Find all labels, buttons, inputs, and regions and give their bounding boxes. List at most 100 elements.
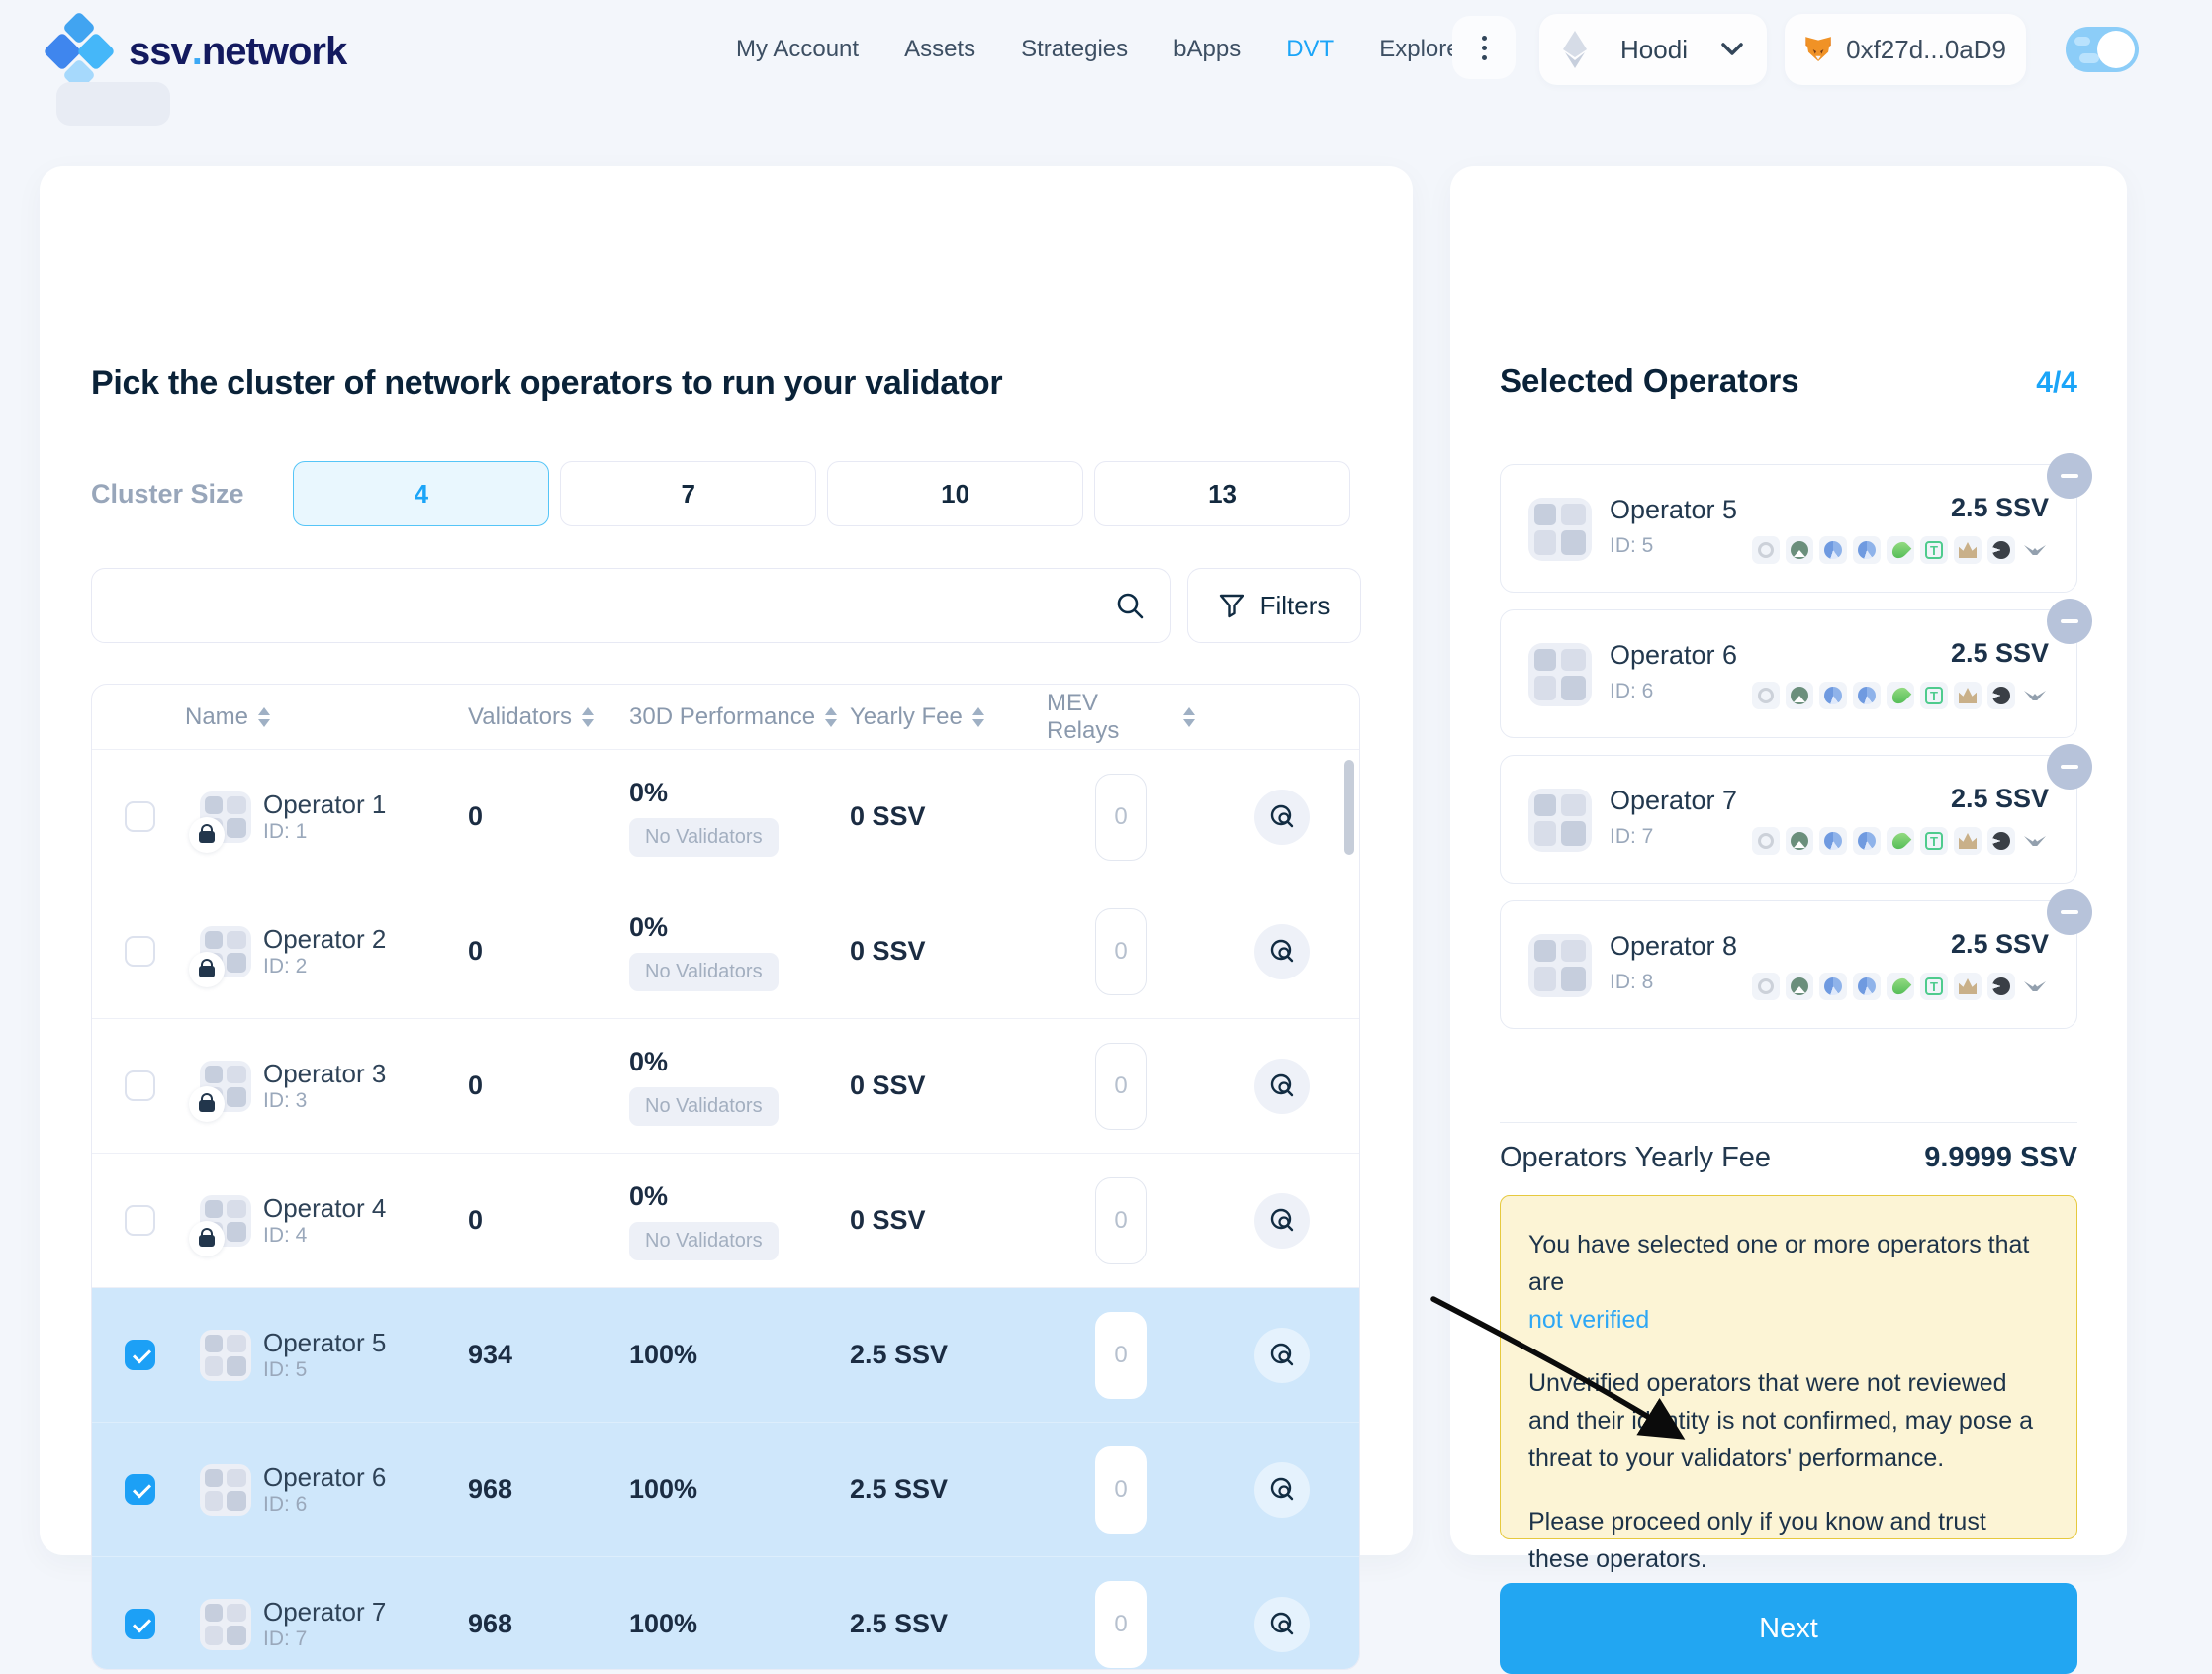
validators-count: 968 [468, 1474, 513, 1504]
row-checkbox[interactable] [125, 1205, 155, 1236]
lock-icon [189, 1221, 225, 1256]
performance-value: 100% [629, 1609, 698, 1638]
cluster-size-option-13[interactable]: 13 [1094, 461, 1350, 526]
search-icon[interactable] [1115, 591, 1145, 620]
mev-relay-icons: T [1752, 536, 2049, 564]
operator-id: ID: 3 [263, 1089, 308, 1112]
nav-item-bapps[interactable]: bApps [1173, 36, 1242, 62]
minus-icon [2061, 910, 2078, 914]
relay-wings-icon [2021, 827, 2049, 855]
row-checkbox[interactable] [125, 936, 155, 967]
cluster-size-option-4[interactable]: 4 [293, 461, 550, 526]
explorer-link-button[interactable] [1254, 1192, 1310, 1249]
explorer-link-button[interactable] [1254, 789, 1310, 845]
app: { "colors":{ "accent":"#1ba5f8", "navy":… [0, 0, 2212, 1593]
sort-icon[interactable] [258, 706, 271, 727]
table-scrollbar[interactable] [1344, 760, 1354, 855]
explorer-magnifier-icon [1270, 1208, 1294, 1231]
sort-icon[interactable] [1183, 706, 1195, 727]
search-field[interactable] [91, 568, 1171, 643]
explorer-link-button[interactable] [1254, 1461, 1310, 1518]
brand-logo[interactable]: ssv. network [43, 11, 347, 92]
operator-id: ID: 4 [263, 1224, 308, 1247]
explorer-magnifier-icon [1270, 939, 1294, 962]
minus-icon [2061, 619, 2078, 623]
table-row-operator-1[interactable]: Operator 1 ID: 1 0 0% No Validators 0 SSV … [92, 750, 1359, 884]
explorer-magnifier-icon [1270, 1073, 1294, 1096]
cluster-size-option-10[interactable]: 10 [827, 461, 1084, 526]
column-header-mev-relays[interactable]: MEV Relays [1047, 690, 1195, 745]
table-row-operator-7[interactable]: Operator 7 ID: 7 968 100% 2.5 SSV 0 [92, 1557, 1359, 1669]
table-row-operator-4[interactable]: Operator 4 ID: 4 0 0% No Validators 0 SSV … [92, 1154, 1359, 1288]
explorer-link-button[interactable] [1254, 923, 1310, 979]
no-validators-badge: No Validators [629, 817, 779, 857]
nav-item-strategies[interactable]: Strategies [1021, 36, 1129, 62]
search-row: Filters [91, 568, 1361, 643]
sort-icon[interactable] [581, 706, 594, 727]
nav-item-assets[interactable]: Assets [904, 36, 976, 62]
relay-blue-swirl-icon [1819, 536, 1847, 564]
sort-icon[interactable] [825, 706, 838, 727]
selected-operators-panel: Selected Operators 4/4 Operator 5 ID: 5 … [1450, 166, 2127, 1674]
relay-green-leaf-icon [1887, 682, 1914, 709]
remove-operator-button[interactable] [2047, 889, 2092, 935]
remove-operator-button[interactable] [2047, 599, 2092, 644]
remove-operator-button[interactable] [2047, 453, 2092, 499]
nav-item-my-account[interactable]: My Account [736, 36, 860, 62]
lock-icon [189, 817, 225, 853]
operator-name: Operator 6 [1610, 640, 1738, 670]
operator-id: ID: 6 [263, 1493, 308, 1516]
row-checkbox-checked[interactable] [125, 1609, 155, 1639]
row-checkbox[interactable] [125, 801, 155, 832]
column-header-performance[interactable]: 30D Performance [629, 703, 850, 731]
no-validators-badge: No Validators [629, 1221, 779, 1260]
column-header-validators[interactable]: Validators [468, 703, 629, 731]
table-row-operator-6[interactable]: Operator 6 ID: 6 968 100% 2.5 SSV 0 [92, 1423, 1359, 1557]
more-menu-button[interactable] [1452, 16, 1516, 79]
lock-icon [189, 1086, 225, 1122]
lock-icon [189, 952, 225, 987]
operator-avatar [200, 1329, 251, 1381]
row-checkbox-checked[interactable] [125, 1340, 155, 1370]
table-row-operator-2[interactable]: Operator 2 ID: 2 0 0% No Validators 0 SSV … [92, 884, 1359, 1019]
filters-button[interactable]: Filters [1187, 568, 1361, 643]
wallet-button[interactable]: 0xf27d...0aD9 [1785, 14, 2026, 85]
operator-name: Operator 1 [263, 790, 387, 819]
yearly-fee-label: Operators Yearly Fee [1500, 1142, 1772, 1173]
explorer-link-button[interactable] [1254, 1596, 1310, 1652]
operator-id: ID: 7 [1610, 825, 1654, 848]
row-checkbox[interactable] [125, 1070, 155, 1101]
explorer-link-button[interactable] [1254, 1327, 1310, 1383]
column-header-name[interactable]: Name [167, 703, 468, 731]
relay-green-circle-icon [1786, 973, 1813, 1000]
operator-name: Operator 2 [263, 924, 387, 954]
performance-value: 0% [629, 1180, 669, 1211]
relay-grey-circle-icon [1752, 682, 1780, 709]
yearly-fee-row: Operators Yearly Fee 9.9999 SSV [1500, 1142, 2077, 1174]
relay-crown-icon [1954, 973, 1982, 1000]
cluster-size-option-7[interactable]: 7 [560, 461, 817, 526]
sort-icon[interactable] [971, 706, 984, 727]
ssv-diamonds-icon [43, 11, 116, 92]
network-selector[interactable]: Hoodi [1539, 14, 1767, 85]
table-row-operator-5[interactable]: Operator 5 ID: 5 934 100% 2.5 SSV 0 [92, 1288, 1359, 1423]
table-row-operator-3[interactable]: Operator 3 ID: 3 0 0% No Validators 0 SSV … [92, 1019, 1359, 1154]
mev-relay-icons: T [1752, 973, 2049, 1000]
mev-relays-count: 0 [1095, 1580, 1147, 1668]
theme-toggle[interactable] [2066, 27, 2139, 72]
column-header-yearly-fee[interactable]: Yearly Fee [850, 703, 1047, 731]
relay-green-circle-icon [1786, 682, 1813, 709]
remove-operator-button[interactable] [2047, 744, 2092, 790]
explorer-link-button[interactable] [1254, 1058, 1310, 1114]
operator-avatar [200, 1598, 251, 1650]
not-verified-link[interactable]: not verified [1528, 1306, 1650, 1334]
relay-blue-swirl-icon [1853, 682, 1881, 709]
next-button[interactable]: Next [1500, 1583, 2077, 1674]
relay-wings-icon [2021, 682, 2049, 709]
filters-label: Filters [1259, 590, 1331, 620]
cluster-size-selector: Cluster Size 4 7 10 13 [91, 459, 1361, 528]
row-checkbox-checked[interactable] [125, 1474, 155, 1505]
nav-item-dvt[interactable]: DVT [1286, 36, 1335, 62]
search-input[interactable] [118, 591, 1115, 620]
relay-crown-icon [1954, 536, 1982, 564]
